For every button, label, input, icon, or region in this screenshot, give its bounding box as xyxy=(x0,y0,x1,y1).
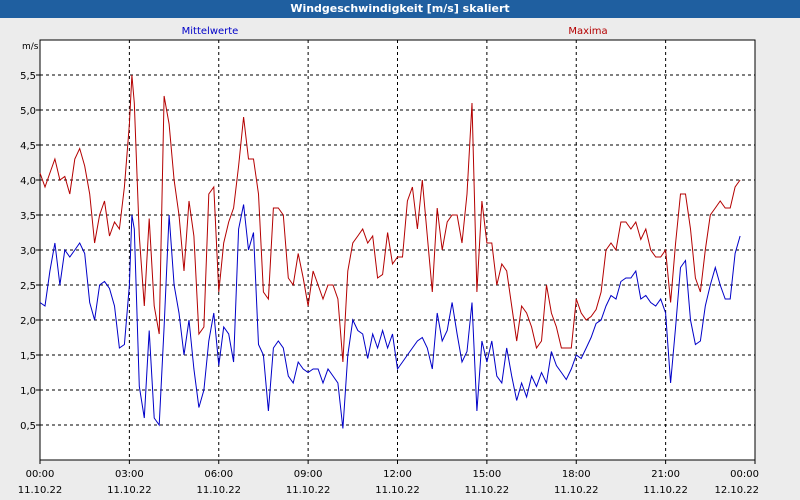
x-tick-time: 03:00 xyxy=(115,469,144,480)
x-tick-date: 11.10.22 xyxy=(196,485,241,496)
legend-mittelwerte: Mittelwerte xyxy=(182,26,239,37)
x-tick-time: 18:00 xyxy=(562,469,591,480)
series-line-mittelwerte xyxy=(39,204,741,429)
x-tick-date: 11.10.22 xyxy=(18,485,63,496)
y-tick-label: 3,5 xyxy=(20,211,36,222)
x-tick-time: 00:00 xyxy=(26,469,55,480)
y-axis-unit: m/s xyxy=(22,42,39,52)
x-tick-date: 11.10.22 xyxy=(375,485,420,496)
y-tick-label: 1,5 xyxy=(20,351,36,362)
y-axis-ticks: 0,5 1,0 1,5 2,0 2,5 3,0 3,5 4,0 4,5 5,0 5,5 xyxy=(20,71,40,432)
x-tick-date: 12.10.22 xyxy=(714,485,759,496)
x-tick-time: 12:00 xyxy=(383,469,412,480)
y-tick-label: 5,5 xyxy=(20,71,36,82)
y-tick-label: 2,5 xyxy=(20,281,36,292)
series-lines xyxy=(39,74,741,429)
series-line-maxima xyxy=(39,74,741,363)
legend-maxima: Maxima xyxy=(568,26,607,37)
y-tick-label: 4,0 xyxy=(20,176,36,187)
x-tick-time: 00:00 xyxy=(730,469,759,480)
x-tick-time: 21:00 xyxy=(651,469,680,480)
x-tick-date: 11.10.22 xyxy=(107,485,152,496)
window-title: Windgeschwindigkeit [m/s] skaliert xyxy=(0,0,800,18)
x-axis-ticks: 00:00 11.10.22 03:00 11.10.22 06:00 11.10.22 0… xyxy=(18,460,759,496)
x-tick-date: 11.10.22 xyxy=(286,485,331,496)
x-tick-time: 06:00 xyxy=(204,469,233,480)
x-tick-date: 11.10.22 xyxy=(554,485,599,496)
x-tick-time: 09:00 xyxy=(294,469,323,480)
y-tick-label: 4,5 xyxy=(20,141,36,152)
y-tick-label: 2,0 xyxy=(20,316,36,327)
x-tick-date: 11.10.22 xyxy=(643,485,688,496)
y-tick-label: 3,0 xyxy=(20,246,36,257)
x-tick-date: 11.10.22 xyxy=(465,485,510,496)
y-tick-label: 0,5 xyxy=(20,421,36,432)
x-tick-time: 15:00 xyxy=(472,469,501,480)
grid-lines xyxy=(40,40,755,460)
y-tick-label: 5,0 xyxy=(20,106,36,117)
y-tick-label: 1,0 xyxy=(20,386,36,397)
